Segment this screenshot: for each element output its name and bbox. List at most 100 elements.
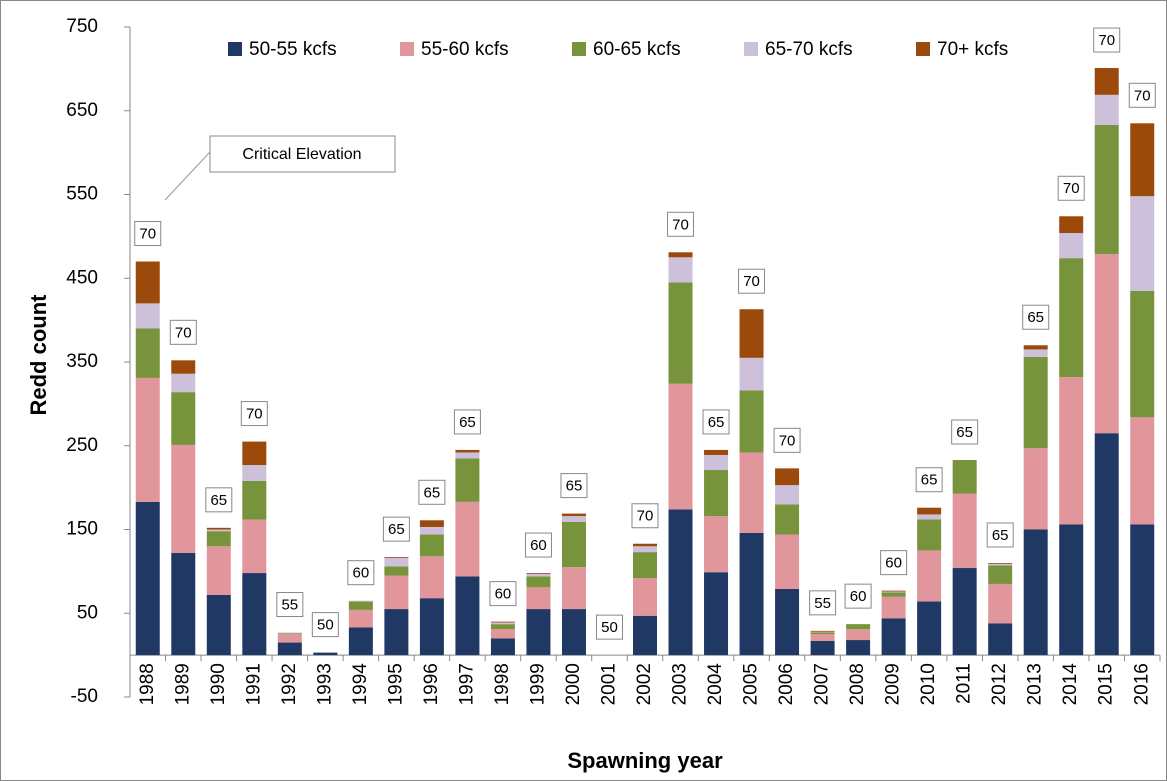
bar-segment	[1094, 68, 1119, 95]
bar-segment	[1059, 258, 1084, 378]
x-tick-label: 1989	[172, 663, 193, 705]
elevation-label: 50	[317, 617, 334, 634]
y-tick-label: 750	[66, 16, 98, 37]
elevation-box	[205, 487, 233, 513]
bar-segment	[242, 519, 267, 574]
bar-segment	[277, 634, 302, 643]
legend-swatch	[572, 42, 586, 56]
bar-segment	[526, 576, 551, 588]
bar-segment	[704, 572, 729, 656]
elevation-label: 55	[814, 595, 831, 612]
elevation-box	[951, 419, 979, 445]
bar-segment	[704, 449, 729, 455]
x-tick-label: 1998	[492, 663, 513, 705]
bar-segment	[917, 550, 942, 602]
elevation-box	[311, 612, 339, 638]
bar-segment	[881, 596, 906, 619]
bar-segment	[1094, 124, 1119, 254]
bar-segment	[348, 627, 373, 656]
elevation-box	[489, 581, 517, 607]
bar-segment	[419, 556, 444, 599]
x-tick-label: 2005	[741, 663, 762, 705]
bar-segment	[668, 257, 693, 283]
elevation-label: 60	[885, 555, 902, 572]
bar-segment	[704, 454, 729, 471]
x-tick-label: 1993	[314, 663, 335, 705]
bar-segment	[988, 563, 1013, 566]
legend-swatch	[400, 42, 414, 56]
bar-segment	[1023, 349, 1048, 357]
bar-segment	[419, 598, 444, 656]
bar-segment	[384, 566, 409, 576]
elevation-label: 60	[495, 586, 512, 603]
bar-segment	[917, 519, 942, 551]
bar-segment	[1130, 290, 1155, 418]
legend-label: 65-70 kcfs	[765, 39, 853, 60]
y-axis-label: Redd count	[26, 294, 51, 416]
elevation-label: 65	[992, 527, 1009, 544]
x-axis-label: Spawning year	[567, 748, 723, 773]
elevation-box	[524, 532, 552, 558]
elevation-label: 65	[1027, 309, 1044, 326]
x-tick-label: 1994	[350, 663, 371, 706]
x-tick-label: 2007	[812, 663, 833, 705]
x-tick-label: 2013	[1025, 663, 1046, 705]
legend-label: 70+ kcfs	[937, 39, 1008, 60]
bar-segment	[384, 557, 409, 558]
bar-segment	[810, 630, 835, 632]
elevation-label: 70	[779, 432, 796, 449]
bar-segment	[206, 531, 231, 547]
bar-segment	[455, 501, 480, 577]
bar-segment	[739, 390, 764, 453]
elevation-label: 65	[708, 414, 725, 431]
bar-segment	[277, 632, 302, 634]
bar-segment	[135, 328, 160, 378]
y-tick-label: 450	[66, 267, 98, 288]
bar-segment	[490, 622, 515, 625]
bar-segment	[561, 516, 586, 522]
elevation-label: 70	[139, 225, 156, 242]
bar-segment	[810, 632, 835, 635]
bar-segment	[988, 565, 1013, 584]
elevation-box	[1093, 27, 1121, 53]
x-tick-label: 1990	[208, 663, 229, 705]
elevation-label: 60	[850, 588, 867, 605]
bar-segment	[171, 552, 196, 656]
bar-segment	[881, 592, 906, 597]
bar-segment	[633, 552, 657, 579]
elevation-label: 70	[672, 216, 689, 233]
bar-segment	[881, 591, 906, 593]
bar-segment	[455, 458, 480, 502]
bar-segment	[704, 470, 729, 517]
y-tick-label: -50	[71, 686, 98, 707]
bar-segment	[419, 520, 444, 527]
bar-segment	[846, 640, 871, 656]
elevation-label: 65	[956, 424, 973, 441]
bar-segment	[490, 621, 515, 623]
x-tick-label: 2002	[634, 663, 655, 705]
bar-segment	[1094, 94, 1119, 125]
bar-segment	[881, 590, 906, 592]
bar-segment	[810, 640, 835, 656]
elevation-box	[667, 211, 695, 237]
bar-segment	[739, 357, 764, 391]
bar-segment	[704, 516, 729, 573]
legend-label: 60-65 kcfs	[593, 39, 681, 60]
x-tick-label: 2015	[1096, 663, 1117, 705]
bar-segment	[1059, 216, 1084, 234]
bar-segment	[775, 588, 800, 656]
bar-segment	[384, 557, 409, 567]
y-tick-label: 350	[66, 351, 98, 372]
bar-segment	[348, 601, 373, 610]
annotation-box	[209, 135, 396, 173]
bar-segment	[917, 514, 942, 520]
bar-segment	[846, 624, 871, 630]
bar-segment	[633, 615, 657, 656]
bar-segment	[668, 509, 693, 656]
elevation-box	[1022, 304, 1050, 330]
bar-segment	[135, 303, 160, 329]
bar-segment	[455, 449, 480, 453]
x-tick-label: 2003	[670, 663, 691, 705]
x-tick-label: 2016	[1131, 663, 1152, 705]
bar-segment	[775, 468, 800, 486]
